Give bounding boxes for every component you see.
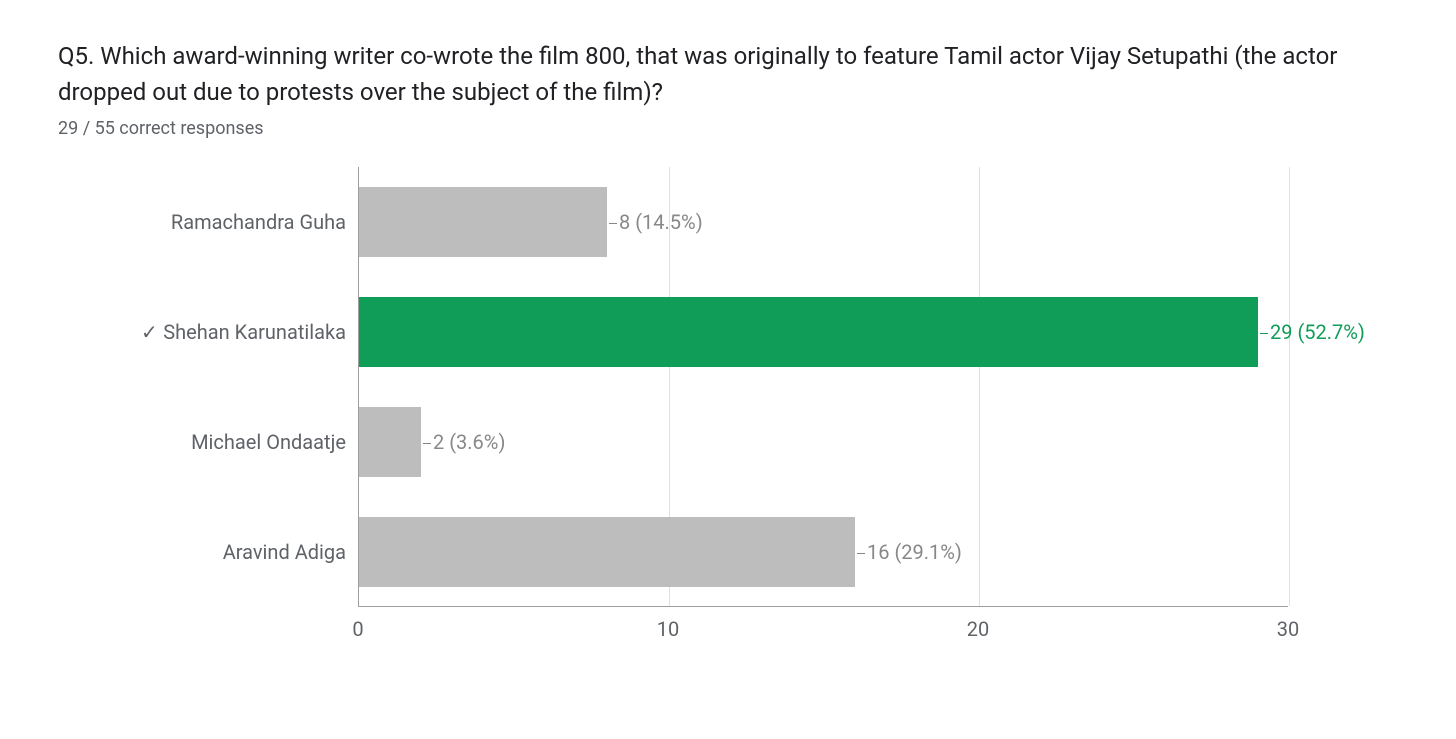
x-tick-label: 0 <box>352 617 363 641</box>
bar-value-text: 2 (3.6%) <box>433 430 505 454</box>
label-tick <box>1260 333 1268 334</box>
correct-responses-count: 29 / 55 correct responses <box>58 118 1398 139</box>
responses-bar-chart: Ramachandra Guha8 (14.5%)✓ Shehan Karuna… <box>358 167 1398 657</box>
bar-row: 8 (14.5%) <box>359 187 703 257</box>
x-tick-label: 10 <box>657 617 679 641</box>
check-icon: ✓ <box>141 322 163 344</box>
bar-incorrect <box>359 187 607 257</box>
label-tick <box>609 223 617 224</box>
bar-correct <box>359 297 1258 367</box>
bar-row: 2 (3.6%) <box>359 407 505 477</box>
question-title: Q5. Which award-winning writer co-wrote … <box>58 38 1398 110</box>
bar-row: 16 (29.1%) <box>359 517 962 587</box>
gridline <box>1289 167 1290 606</box>
bar-value-label: 8 (14.5%) <box>609 210 703 234</box>
chart-plot-area: Ramachandra Guha8 (14.5%)✓ Shehan Karuna… <box>358 167 1288 607</box>
bar-value-label: 29 (52.7%) <box>1260 320 1365 344</box>
bar-incorrect <box>359 517 855 587</box>
category-text: Aravind Adiga <box>223 540 346 564</box>
category-text: Shehan Karunatilaka <box>163 320 346 344</box>
bar-incorrect <box>359 407 421 477</box>
bar-row: 29 (52.7%) <box>359 297 1365 367</box>
bar-value-text: 29 (52.7%) <box>1270 320 1365 344</box>
bar-value-text: 8 (14.5%) <box>619 210 703 234</box>
category-text: Michael Ondaatje <box>191 430 346 454</box>
bar-value-text: 16 (29.1%) <box>867 540 962 564</box>
label-tick <box>857 553 865 554</box>
category-label: ✓ Shehan Karunatilaka <box>56 320 346 345</box>
bar-value-label: 2 (3.6%) <box>423 430 505 454</box>
category-text: Ramachandra Guha <box>171 210 346 234</box>
x-tick-label: 20 <box>967 617 989 641</box>
category-label: Michael Ondaatje <box>56 430 346 454</box>
bar-value-label: 16 (29.1%) <box>857 540 962 564</box>
category-label: Aravind Adiga <box>56 540 346 564</box>
gridline <box>979 167 980 606</box>
label-tick <box>423 443 431 444</box>
x-tick-label: 30 <box>1277 617 1299 641</box>
category-label: Ramachandra Guha <box>56 210 346 234</box>
